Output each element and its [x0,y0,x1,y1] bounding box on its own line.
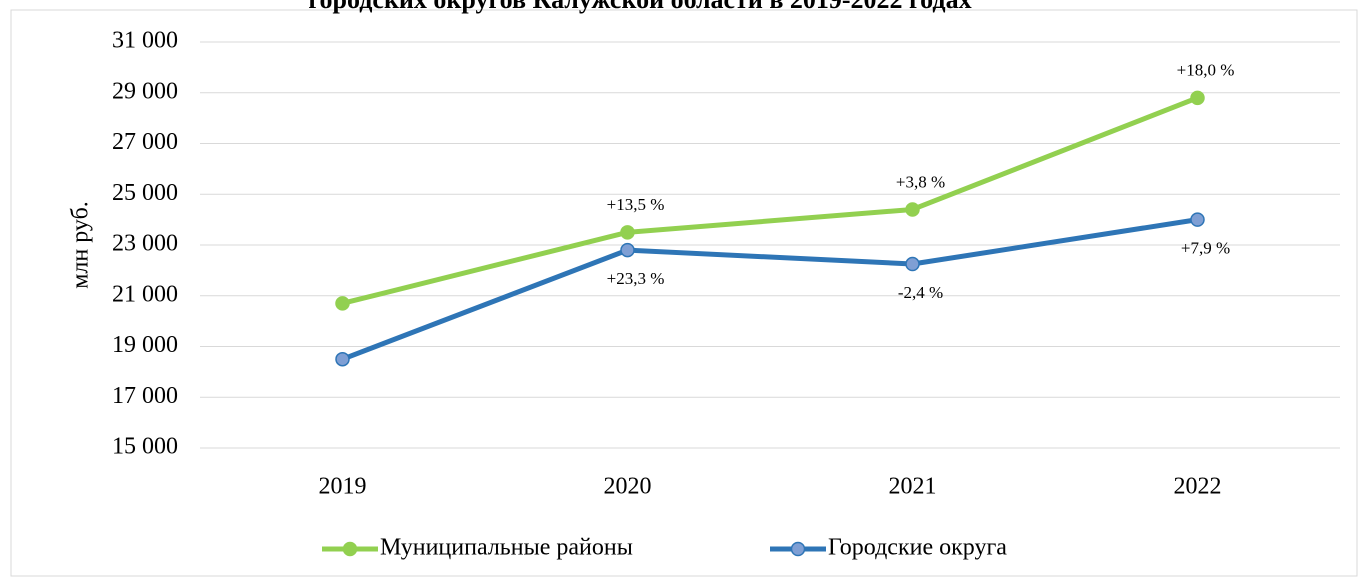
y-tick-label: 23 000 [112,231,178,257]
data-point [1190,90,1205,106]
y-tick-label: 25 000 [112,180,178,206]
data-point [620,242,635,258]
data-point [620,225,635,240]
x-tick-label: 2020 [604,474,652,500]
x-tick-label: 2021 [889,474,937,500]
series-line [341,217,1198,362]
y-tick-label: 31 000 [112,28,178,54]
y-tick-label: 29 000 [112,78,178,104]
point-label: +3,8 % [896,172,945,191]
y-axis-title: млн руб. [68,201,94,289]
point-label: +23,3 % [607,269,665,288]
point-label: +7,9 % [1181,239,1230,258]
data-point [335,296,350,311]
legend-label: Городские округа [828,535,1007,561]
legend-marker [342,541,358,557]
point-label: -2,4 % [898,283,943,302]
y-tick-label: 15 000 [112,434,178,460]
data-point [905,202,920,217]
series-line [341,95,1199,306]
y-tick-label: 19 000 [112,332,178,358]
chart-title: городских округов Калужской области в 20… [308,0,971,14]
x-tick-label: 2022 [1174,474,1222,500]
y-tick-label: 27 000 [112,129,178,155]
legend-marker [790,541,806,557]
point-label: +13,5 % [607,195,665,214]
y-tick-label: 17 000 [112,383,178,409]
data-point [905,256,920,272]
data-point [1190,212,1205,227]
y-tick-label: 21 000 [112,281,178,307]
point-label: +18,0 % [1177,61,1235,80]
x-tick-label: 2019 [319,474,367,500]
data-point [335,351,350,367]
chart-frame [10,9,1358,577]
legend-label: Муниципальные районы [380,535,633,561]
